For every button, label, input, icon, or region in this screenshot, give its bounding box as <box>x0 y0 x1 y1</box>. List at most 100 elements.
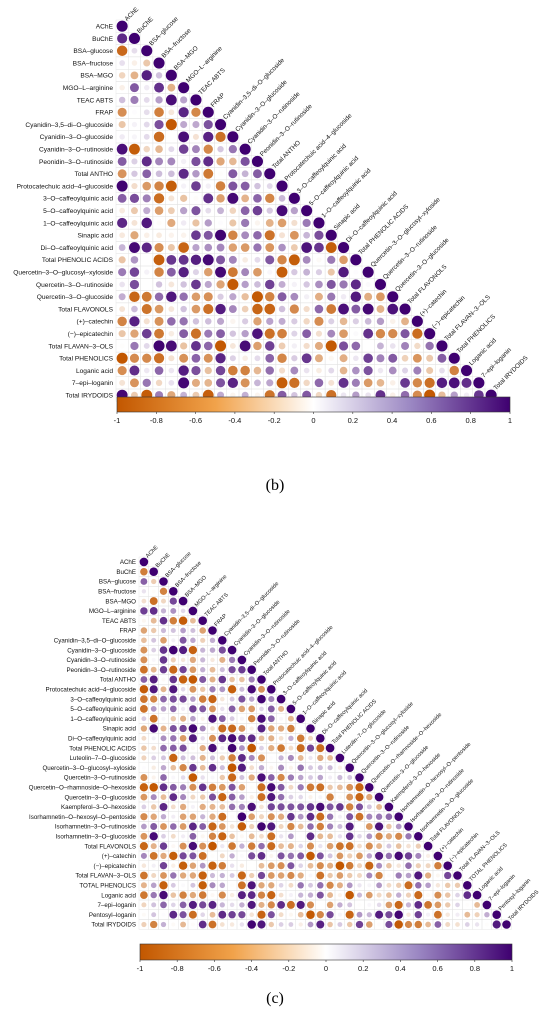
diagonal-circle <box>237 655 247 665</box>
correlation-circle <box>249 872 255 879</box>
colorbar-tick-label: 0.6 <box>432 964 442 973</box>
correlation-circle <box>425 863 431 869</box>
correlation-circle <box>308 775 313 780</box>
correlation-circle <box>444 882 451 889</box>
correlation-circle <box>308 755 313 761</box>
correlation-circle <box>251 291 263 303</box>
correlation-circle <box>268 745 275 752</box>
correlation-circle <box>200 637 206 643</box>
correlation-circle <box>405 833 412 840</box>
correlation-circle <box>131 219 138 226</box>
correlation-circle <box>386 873 391 878</box>
correlation-circle <box>291 318 298 325</box>
correlation-circle <box>143 121 150 128</box>
correlation-circle <box>130 231 139 240</box>
correlation-circle <box>306 851 315 861</box>
correlation-circle <box>364 318 372 325</box>
column-label: FRAP <box>210 92 227 109</box>
correlation-circle <box>257 910 266 919</box>
correlation-circle <box>290 244 298 251</box>
correlation-circle <box>220 706 225 712</box>
correlation-circle <box>396 892 402 898</box>
correlation-circle <box>179 329 189 339</box>
correlation-circle <box>265 366 274 375</box>
correlation-circle <box>298 922 303 927</box>
correlation-circle <box>267 842 276 851</box>
correlation-circle <box>306 901 315 909</box>
correlation-circle <box>253 243 262 252</box>
correlation-circle <box>389 343 396 349</box>
correlation-circle <box>227 267 238 278</box>
diagonal-circle <box>355 773 364 782</box>
correlation-circle <box>247 743 256 753</box>
correlation-circle <box>161 716 166 721</box>
correlation-circle <box>160 608 167 614</box>
correlation-circle <box>253 317 262 326</box>
correlation-circle <box>326 881 334 889</box>
panel-label-c: (c) <box>266 990 284 1007</box>
diagonal-circle <box>365 783 374 792</box>
correlation-circle <box>259 706 264 712</box>
correlation-circle <box>199 705 207 713</box>
correlation-circle <box>484 912 490 918</box>
correlation-circle <box>315 280 323 289</box>
correlation-circle <box>179 744 187 752</box>
correlation-circle <box>199 627 206 634</box>
correlation-circle <box>229 833 235 840</box>
correlation-circle <box>200 667 206 673</box>
correlation-circle <box>401 317 409 326</box>
correlation-circle <box>355 792 364 802</box>
correlation-circle <box>366 793 373 801</box>
correlation-circle <box>190 254 202 266</box>
correlation-circle <box>228 842 236 850</box>
correlation-circle <box>149 685 158 694</box>
correlation-circle <box>168 355 175 362</box>
correlation-circle <box>179 724 187 733</box>
correlation-circle <box>117 169 127 179</box>
correlation-circle <box>118 121 126 129</box>
correlation-circle <box>415 843 421 849</box>
correlation-circle <box>338 266 349 278</box>
correlation-circle <box>291 330 298 337</box>
correlation-circle <box>277 803 285 811</box>
correlation-circle <box>314 316 324 326</box>
correlation-circle <box>180 158 187 165</box>
correlation-circle <box>159 665 168 674</box>
correlation-circle <box>278 243 286 252</box>
row-label: Quercetin–3–O–glucosyl–xyloside <box>42 765 136 772</box>
correlation-circle <box>278 735 284 741</box>
correlation-circle <box>298 863 304 869</box>
correlation-circle <box>388 353 398 363</box>
correlation-circle <box>143 342 150 349</box>
correlation-circle <box>326 842 334 850</box>
correlation-circle <box>394 920 403 929</box>
correlation-circle <box>278 834 284 839</box>
correlation-circle <box>239 774 245 781</box>
correlation-circle <box>277 725 285 732</box>
correlation-circle <box>129 193 140 203</box>
correlation-circle <box>230 814 235 819</box>
correlation-circle <box>160 852 167 860</box>
correlation-circle <box>189 813 197 820</box>
colorbar-tick-label: -0.4 <box>228 416 241 425</box>
correlation-circle <box>144 281 150 287</box>
correlation-circle <box>288 794 294 800</box>
diagonal-circle <box>492 910 502 919</box>
correlation-circle <box>238 725 246 732</box>
row-label: Total FLAVONOLS <box>85 843 136 850</box>
correlation-circle <box>400 329 410 339</box>
correlation-circle <box>278 892 284 898</box>
correlation-circle <box>188 841 198 851</box>
correlation-circle <box>199 842 207 850</box>
correlation-circle <box>297 803 305 811</box>
correlation-circle <box>219 902 225 908</box>
correlation-circle <box>288 882 294 888</box>
correlation-circle <box>229 293 237 301</box>
correlation-circle <box>228 773 237 782</box>
correlation-circle <box>209 705 216 713</box>
correlation-circle <box>278 823 284 830</box>
correlation-circle <box>364 292 373 301</box>
correlation-circle <box>131 134 138 140</box>
correlation-circle <box>229 343 236 349</box>
correlation-circle <box>277 862 285 870</box>
